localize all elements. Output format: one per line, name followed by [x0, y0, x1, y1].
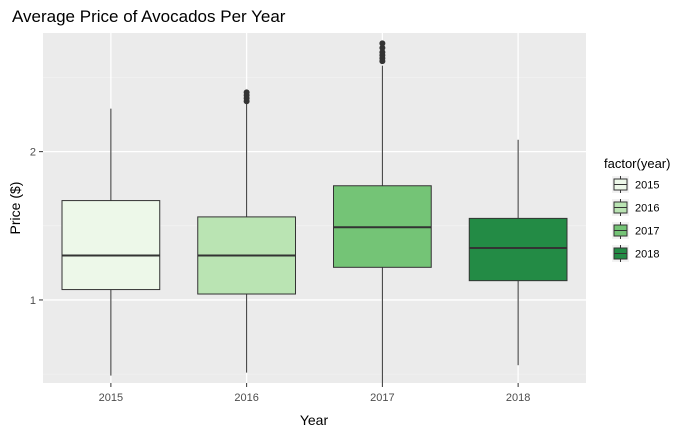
legend-item-2016: 2016	[612, 199, 659, 216]
x-axis: 2015 2016 2017 2018	[99, 383, 530, 404]
x-tick-label: 2018	[506, 392, 530, 404]
box-2018	[468, 139, 568, 366]
legend-label: 2018	[635, 249, 659, 261]
legend: factor(year) 2015 2016 2017 2018	[604, 156, 670, 262]
x-axis-title: Year	[300, 412, 329, 428]
y-tick-label: 2	[30, 147, 36, 159]
legend-label: 2017	[635, 226, 659, 238]
y-axis: 12	[30, 147, 43, 307]
boxes	[61, 40, 568, 383]
legend-title: factor(year)	[604, 156, 670, 171]
legend-item-2015: 2015	[612, 176, 659, 193]
legend-label: 2015	[635, 180, 659, 192]
y-axis-title: Price ($)	[7, 182, 23, 235]
box-2017	[333, 40, 432, 383]
x-tick-label: 2015	[99, 392, 123, 404]
outlier-point	[379, 40, 386, 47]
chart-title: Average Price of Avocados Per Year	[12, 7, 286, 26]
legend-item-2017: 2017	[612, 222, 659, 239]
legend-item-2018: 2018	[612, 245, 659, 262]
x-tick-label: 2017	[370, 392, 394, 404]
box-iqr	[468, 217, 568, 282]
legend-label: 2016	[635, 203, 659, 215]
box-iqr	[61, 200, 161, 291]
x-tick-label: 2016	[234, 392, 258, 404]
outlier-point	[243, 89, 250, 96]
box-2015	[61, 108, 161, 376]
outlier-point	[379, 49, 386, 56]
y-tick-label: 1	[30, 295, 36, 307]
outlier-point	[379, 44, 386, 51]
box-2016	[197, 89, 296, 373]
